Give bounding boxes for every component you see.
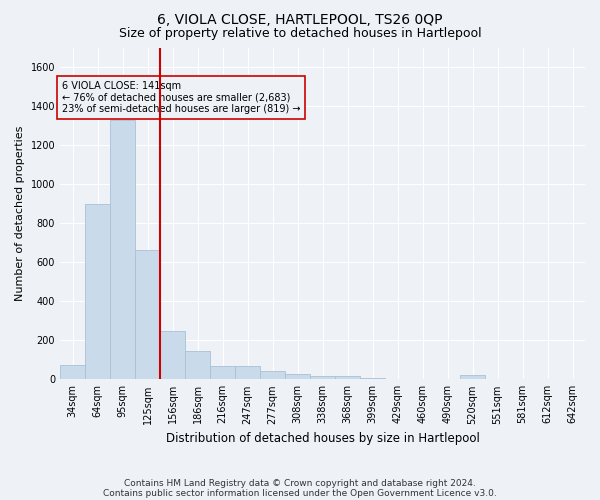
Bar — [360, 378, 385, 380]
Bar — [285, 374, 310, 380]
Text: 6 VIOLA CLOSE: 141sqm
← 76% of detached houses are smaller (2,683)
23% of semi-d: 6 VIOLA CLOSE: 141sqm ← 76% of detached … — [62, 80, 301, 114]
Bar — [135, 250, 160, 380]
Bar — [85, 204, 110, 380]
Bar — [210, 366, 235, 380]
Text: Contains public sector information licensed under the Open Government Licence v3: Contains public sector information licen… — [103, 488, 497, 498]
Bar — [110, 120, 135, 380]
Text: Size of property relative to detached houses in Hartlepool: Size of property relative to detached ho… — [119, 28, 481, 40]
X-axis label: Distribution of detached houses by size in Hartlepool: Distribution of detached houses by size … — [166, 432, 479, 445]
Bar — [260, 370, 285, 380]
Bar — [60, 364, 85, 380]
Y-axis label: Number of detached properties: Number of detached properties — [15, 126, 25, 301]
Bar — [460, 376, 485, 380]
Bar — [185, 351, 210, 380]
Bar — [235, 366, 260, 380]
Text: Contains HM Land Registry data © Crown copyright and database right 2024.: Contains HM Land Registry data © Crown c… — [124, 478, 476, 488]
Bar — [335, 376, 360, 380]
Text: 6, VIOLA CLOSE, HARTLEPOOL, TS26 0QP: 6, VIOLA CLOSE, HARTLEPOOL, TS26 0QP — [157, 12, 443, 26]
Bar — [310, 376, 335, 380]
Bar — [160, 332, 185, 380]
